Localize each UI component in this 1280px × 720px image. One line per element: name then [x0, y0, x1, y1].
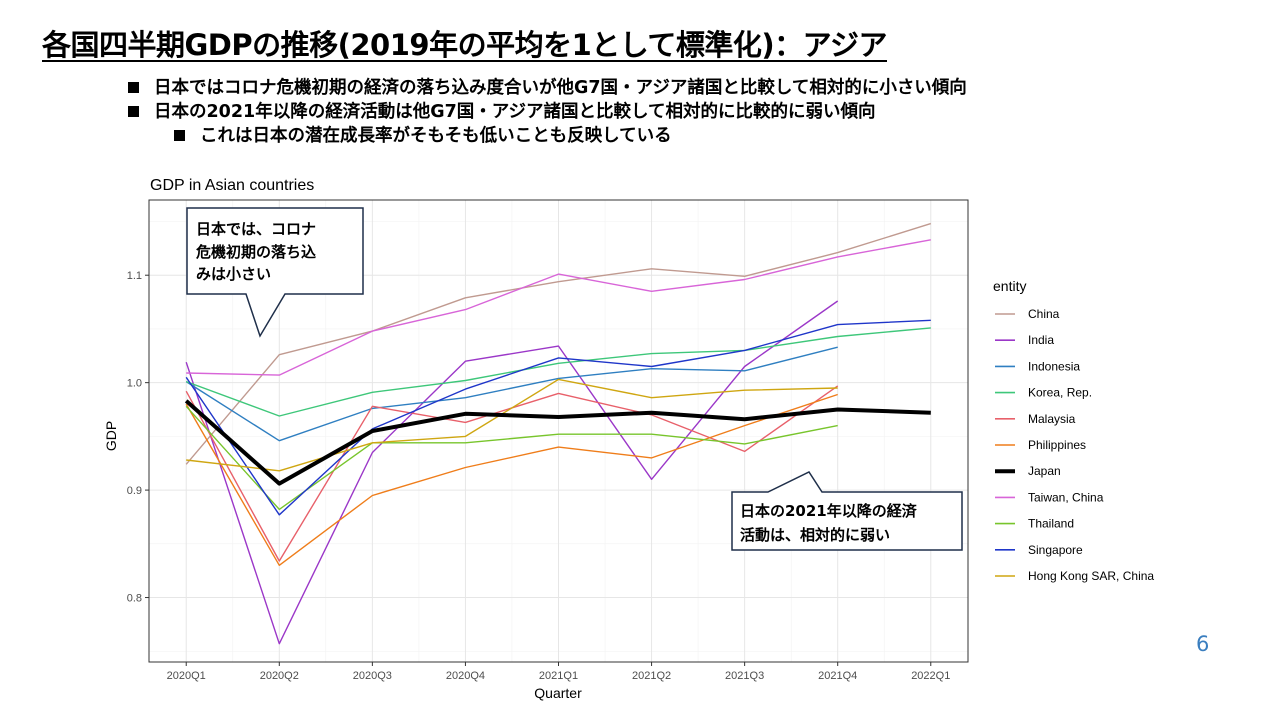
callout-bubble-shape — [731, 471, 963, 551]
x-tick-label: 2021Q1 — [539, 670, 578, 682]
square-bullet-icon — [174, 130, 185, 141]
slide-title: 各国四半期GDPの推移(2019年の平均を1として標準化)：アジア — [42, 28, 888, 62]
chart-title: GDP in Asian countries — [150, 177, 314, 194]
x-tick-label: 2020Q4 — [446, 670, 485, 682]
legend-label: Hong Kong SAR, China — [1028, 569, 1154, 583]
x-tick-label: 2021Q4 — [818, 670, 857, 682]
sub-bullet-item: これは日本の潜在成長率がそもそも低いことも反映している — [174, 124, 967, 148]
page-number: 6 — [1196, 632, 1210, 656]
legend-label: Malaysia — [1028, 412, 1076, 426]
callout-line: 日本では、コロナ — [196, 220, 316, 238]
x-tick-label: 2020Q3 — [353, 670, 392, 682]
square-bullet-icon — [128, 106, 139, 117]
x-tick-label: 2021Q3 — [725, 670, 764, 682]
x-tick-label: 2021Q2 — [632, 670, 671, 682]
callout-weak-recovery: 日本の2021年以降の経済 活動は、相対的に弱い — [731, 471, 963, 551]
bullet-text-1: 日本ではコロナ危機初期の経済の落ち込み度合いが他G7国・アジア諸国と比較して相対… — [154, 78, 967, 98]
y-tick-label: 1.0 — [127, 378, 142, 390]
series-line-indonesia — [185, 346, 838, 442]
legend-label: Singapore — [1028, 543, 1083, 557]
legend-label: Korea, Rep. — [1028, 386, 1092, 400]
series-line-korea-rep- — [185, 327, 931, 417]
series-line-hong-kong-sar-china — [186, 378, 838, 472]
series-line-india — [185, 300, 839, 645]
series-line-japan — [184, 399, 931, 486]
legend-label: Thailand — [1028, 517, 1074, 531]
axes: 0.8 0.9 1.0 1.1 2020Q1 2020Q2 2020Q3 2020Q4 2021… — [127, 199, 969, 682]
x-tick-label: 2020Q1 — [167, 670, 206, 682]
plot-grid — [149, 200, 968, 662]
legend-label: Indonesia — [1028, 359, 1080, 373]
x-tick-label: 2022Q1 — [911, 670, 950, 682]
callout-early-decline: 日本では、コロナ 危機初期の落ち込 みは小さい — [186, 207, 364, 338]
sub-bullet-text: これは日本の潜在成長率がそもそも低いことも反映している — [200, 126, 672, 146]
series-line-singapore — [185, 319, 931, 516]
y-axis-title: GDP — [103, 421, 119, 451]
series-line-china — [185, 222, 932, 465]
bullet-item-1: 日本ではコロナ危機初期の経済の落ち込み度合いが他G7国・アジア諸国と比較して相対… — [128, 76, 967, 100]
series-line-philippines — [185, 393, 838, 566]
legend-title: entity — [993, 278, 1026, 294]
legend-label: Japan — [1028, 464, 1061, 478]
y-tick-label: 1.1 — [127, 270, 142, 282]
series-line-taiwan-china — [186, 239, 931, 376]
bullet-item-2: 日本の2021年以降の経済活動は他G7国・アジア諸国と比較して相対的に比較的に弱… — [128, 100, 967, 124]
callout-bubble-shape — [186, 207, 364, 338]
bullet-text-2: 日本の2021年以降の経済活動は他G7国・アジア諸国と比較して相対的に比較的に弱… — [154, 102, 876, 122]
y-tick-label: 0.9 — [127, 485, 142, 497]
y-tick-label: 0.8 — [127, 593, 142, 605]
legend-label: India — [1028, 333, 1054, 347]
legend-label: Philippines — [1028, 438, 1086, 452]
series-line-thailand — [185, 405, 838, 511]
square-bullet-icon — [128, 82, 139, 93]
callout-line: 危機初期の落ち込 — [196, 243, 316, 261]
legend-label: Taiwan, China — [1028, 490, 1104, 504]
legend-label: China — [1028, 307, 1060, 321]
bullet-list: 日本ではコロナ危機初期の経済の落ち込み度合いが他G7国・アジア諸国と比較して相対… — [128, 76, 967, 148]
callout-line: 活動は、相対的に弱い — [740, 526, 890, 544]
callout-line: みは小さい — [196, 265, 271, 283]
x-axis-title: Quarter — [534, 685, 582, 701]
callout-line: 日本の2021年以降の経済 — [740, 502, 918, 520]
series-lines — [184, 222, 932, 645]
x-tick-label: 2020Q2 — [260, 670, 299, 682]
